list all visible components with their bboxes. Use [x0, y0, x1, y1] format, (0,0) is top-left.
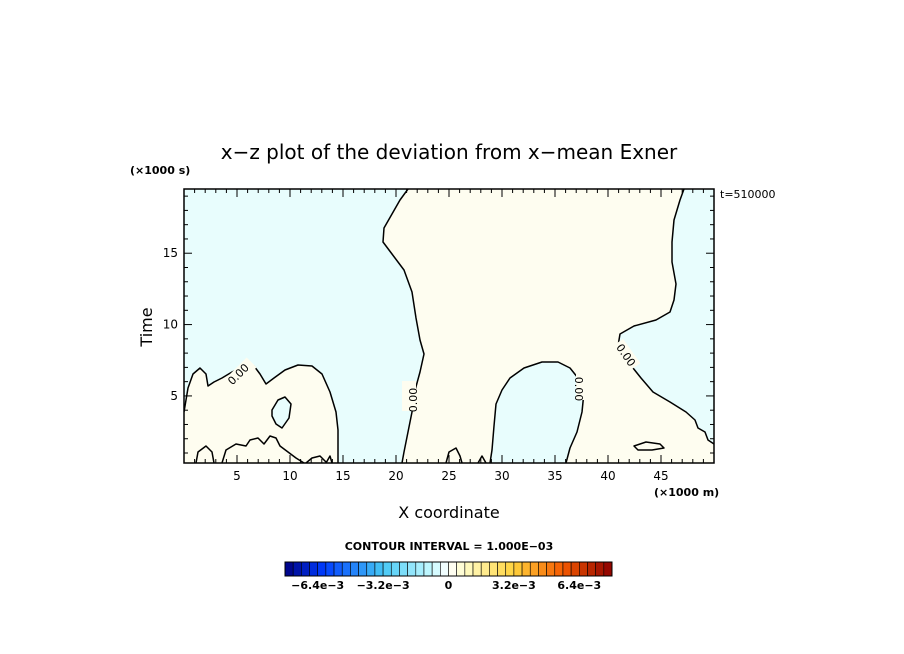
x-tick-label: 5 [233, 469, 241, 483]
colorbar-swatch [595, 561, 605, 577]
colorbar-swatch [562, 561, 572, 577]
contour-line-central-small [445, 447, 487, 463]
contour-lines [184, 189, 714, 463]
colorbar-swatch [341, 561, 351, 577]
colorbar-swatch [578, 561, 588, 577]
negative-island-fill [272, 397, 291, 428]
colorbar-swatch [284, 561, 294, 577]
colorbar-label: −3.2e−3 [357, 579, 410, 592]
colorbar-swatch [350, 561, 359, 577]
colorbar-swatch [480, 561, 490, 577]
y-tick-label: 15 [163, 246, 178, 260]
colorbar-label: 6.4e−3 [557, 579, 601, 592]
x-tick-label: 40 [600, 469, 615, 483]
y-unit-label: (×1000 s) [130, 164, 190, 177]
chart-title: x−z plot of the deviation from x−mean Ex… [221, 140, 678, 164]
x-tick-labels: 5 10 15 20 25 30 35 40 45 [233, 469, 668, 483]
contour-line-bottom-blobs [195, 435, 333, 463]
colorbar-swatch [489, 561, 498, 577]
colorbar-swatch [366, 561, 376, 577]
colorbar-label: −6.4e−3 [291, 579, 344, 592]
colorbar-swatch [440, 561, 449, 577]
x-tick-label: 35 [547, 469, 562, 483]
x-tick-label: 25 [441, 469, 456, 483]
colorbar-label: 0 [445, 579, 453, 592]
x-tick-label: 45 [653, 469, 668, 483]
colorbar-swatch [333, 561, 343, 577]
colorbar-swatch [309, 561, 318, 577]
colorbar-swatch [301, 561, 310, 577]
positive-region-right-fill [383, 189, 714, 463]
colorbar-swatch [390, 561, 400, 577]
colorbar-swatch [587, 561, 596, 577]
x-tick-label: 10 [282, 469, 297, 483]
y-tick-label: 5 [170, 389, 178, 403]
colorbar-swatch [505, 561, 515, 577]
colorbar-swatch [546, 561, 556, 577]
colorbar [284, 561, 613, 577]
colorbar-swatch [374, 561, 384, 577]
colorbar-label: 3.2e−3 [492, 579, 536, 592]
x-tick-label: 20 [388, 469, 403, 483]
colorbar-swatch [456, 561, 466, 577]
colorbar-swatch [382, 561, 392, 577]
colorbar-swatch [521, 561, 531, 577]
colorbar-swatch [464, 561, 474, 577]
time-annotation: t=510000 [720, 188, 776, 201]
colorbar-swatch [292, 561, 302, 577]
colorbar-swatch [570, 561, 580, 577]
colorbar-swatch [431, 561, 441, 577]
x-tick-label: 30 [494, 469, 509, 483]
colorbar-swatch [513, 561, 523, 577]
positive-region-left-fill [184, 365, 338, 463]
contour-line-negative-dome [489, 361, 585, 463]
y-axis-label: Time [137, 307, 156, 347]
contour-line-right-small [633, 441, 665, 451]
colorbar-swatch [448, 561, 457, 577]
contour-labels: 0.00 0.00 0.00 0.00 [225, 338, 641, 413]
colorbar-swatch [407, 561, 417, 577]
colorbar-swatch [603, 561, 613, 577]
contour-line-central-boundary [382, 189, 425, 463]
colorbar-swatch [554, 561, 564, 577]
contour-interval-text: CONTOUR INTERVAL = 1.000E−03 [345, 540, 554, 553]
colorbar-swatch [325, 561, 335, 577]
x-unit-label: (×1000 m) [654, 486, 719, 499]
colorbar-swatch [472, 561, 482, 577]
colorbar-swatch [529, 561, 539, 577]
colorbar-swatch [399, 561, 408, 577]
contour-plot-area: 0.00 0.00 0.00 0.00 [184, 189, 714, 463]
y-tick-label: 10 [163, 318, 178, 332]
colorbar-swatch [415, 561, 425, 577]
colorbar-swatch [497, 561, 507, 577]
y-tick-labels: 5 10 15 [163, 246, 178, 403]
contour-label: 0.00 [572, 377, 585, 402]
colorbar-swatch [538, 561, 547, 577]
contour-line-left-cell [184, 364, 339, 463]
colorbar-labels: −6.4e−3 −3.2e−3 0 3.2e−3 6.4e−3 [291, 579, 601, 592]
colorbar-swatch [317, 561, 327, 577]
contour-label: 0.00 [407, 388, 420, 413]
x-tick-label: 15 [335, 469, 350, 483]
colorbar-swatch [423, 561, 433, 577]
x-axis-label: X coordinate [398, 503, 499, 522]
axis-ticks [183, 189, 715, 463]
colorbar-swatch [358, 561, 368, 577]
contour-line-island [271, 396, 292, 429]
colorbar-frame [284, 561, 613, 577]
